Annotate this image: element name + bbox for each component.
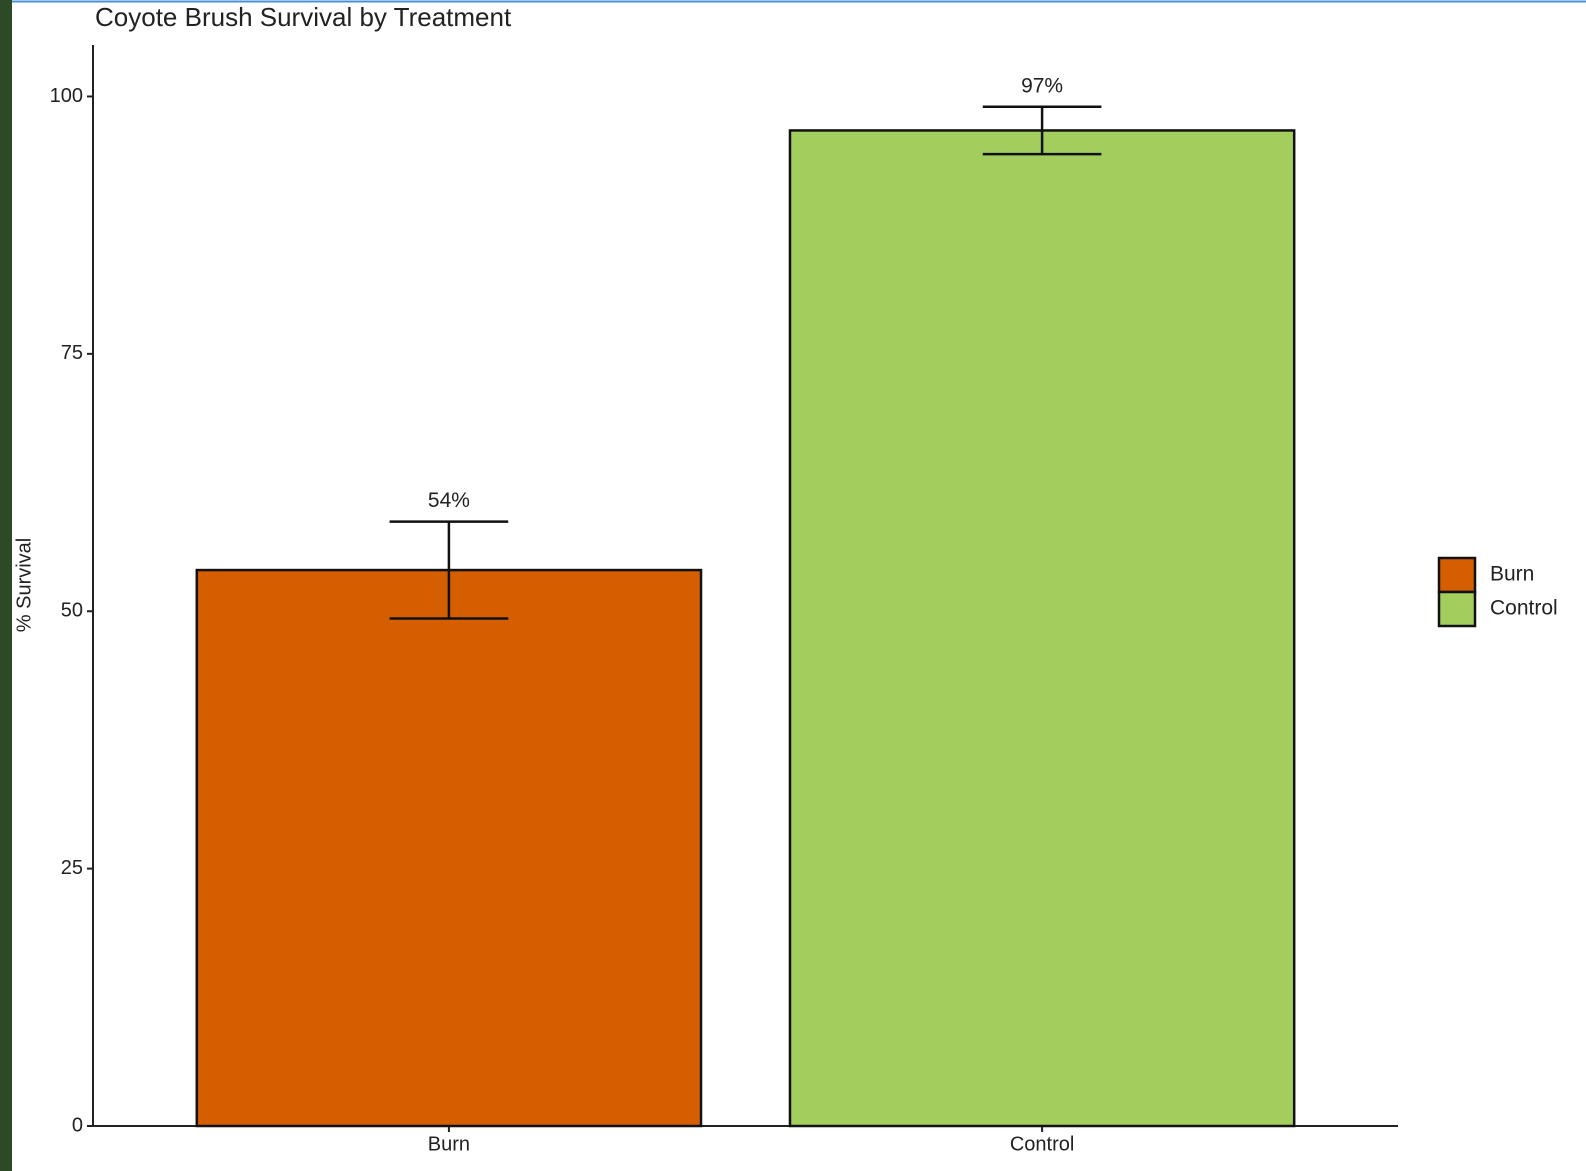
y-tick-label: 75 <box>61 342 83 364</box>
y-tick-label: 50 <box>61 600 83 622</box>
value-label: 97% <box>1021 74 1063 97</box>
value-label: 54% <box>428 489 470 512</box>
bar <box>195 568 703 1128</box>
legend-key <box>1437 590 1477 628</box>
y-axis-label: % Survival <box>13 538 35 632</box>
x-tick-label: Control <box>1010 1133 1074 1155</box>
chart-title: Coyote Brush Survival by Treatment <box>95 2 512 32</box>
y-tick-label: 0 <box>72 1114 83 1136</box>
y-tick-label: 25 <box>61 857 83 879</box>
side-strip <box>0 0 12 1171</box>
legend-label: Control <box>1490 597 1558 620</box>
legend-label: Burn <box>1490 563 1534 586</box>
x-tick-label: Burn <box>428 1133 470 1155</box>
bar <box>788 129 1296 1128</box>
y-tick-label: 100 <box>50 85 83 107</box>
legend-key <box>1437 556 1477 594</box>
